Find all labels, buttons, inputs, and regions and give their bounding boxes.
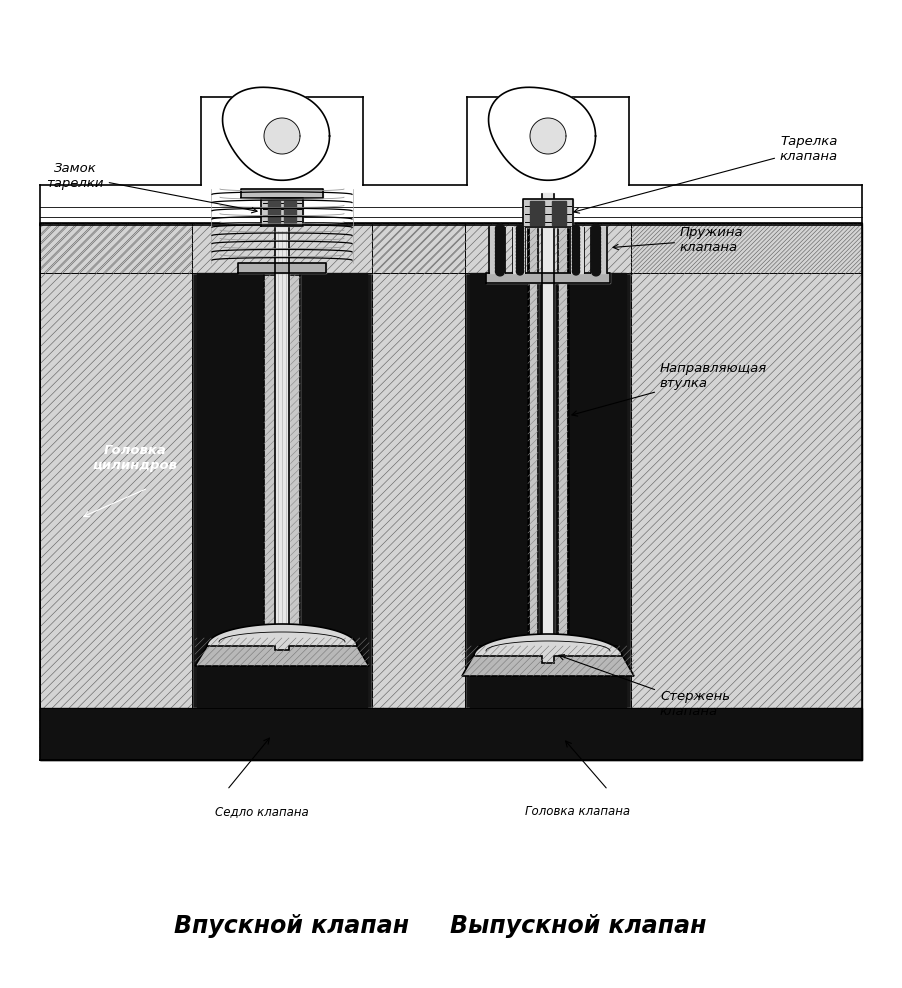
Circle shape — [516, 245, 523, 252]
Text: Впускной клапан: Впускной клапан — [174, 914, 410, 938]
Circle shape — [572, 251, 579, 259]
Circle shape — [591, 240, 600, 250]
Circle shape — [572, 261, 579, 269]
Circle shape — [495, 244, 504, 253]
Polygon shape — [462, 646, 633, 676]
Polygon shape — [571, 227, 582, 273]
Circle shape — [591, 247, 600, 256]
Circle shape — [516, 258, 523, 265]
Circle shape — [495, 250, 504, 260]
Circle shape — [495, 254, 504, 263]
Circle shape — [516, 231, 523, 239]
Polygon shape — [630, 223, 861, 760]
Circle shape — [495, 234, 504, 243]
Circle shape — [495, 260, 504, 270]
Circle shape — [495, 247, 504, 256]
Circle shape — [572, 225, 579, 232]
Circle shape — [495, 267, 504, 276]
Polygon shape — [529, 201, 543, 225]
Polygon shape — [197, 273, 366, 708]
Text: Тарелка
клапана: Тарелка клапана — [574, 135, 837, 213]
Circle shape — [591, 250, 600, 260]
Circle shape — [572, 238, 579, 245]
Polygon shape — [40, 223, 861, 273]
Circle shape — [591, 254, 600, 263]
Polygon shape — [528, 227, 538, 645]
Polygon shape — [275, 226, 289, 650]
Circle shape — [591, 234, 600, 243]
Circle shape — [591, 267, 600, 276]
Circle shape — [516, 241, 523, 249]
Circle shape — [572, 245, 579, 252]
Circle shape — [516, 261, 523, 269]
Polygon shape — [372, 223, 465, 760]
Circle shape — [591, 264, 600, 273]
Circle shape — [591, 231, 600, 240]
Circle shape — [516, 238, 523, 245]
Circle shape — [591, 224, 600, 233]
Polygon shape — [541, 193, 554, 663]
Text: Седло клапана: Седло клапана — [215, 805, 308, 818]
Polygon shape — [241, 189, 323, 198]
Circle shape — [572, 228, 579, 235]
Polygon shape — [522, 199, 573, 227]
Text: Головка клапана: Головка клапана — [525, 805, 630, 818]
Circle shape — [516, 235, 523, 242]
Text: Выпускной клапан: Выпускной клапан — [449, 914, 705, 938]
Polygon shape — [485, 273, 610, 283]
Text: Замок
тарелки: Замок тарелки — [46, 162, 257, 212]
Circle shape — [495, 264, 504, 273]
Circle shape — [495, 224, 504, 233]
Polygon shape — [263, 118, 299, 154]
Polygon shape — [490, 227, 504, 273]
Polygon shape — [529, 118, 566, 154]
Polygon shape — [207, 624, 356, 650]
Circle shape — [495, 237, 504, 246]
Polygon shape — [551, 201, 566, 225]
Circle shape — [495, 231, 504, 240]
Text: Пружина
клапана: Пружина клапана — [612, 226, 743, 254]
Polygon shape — [268, 201, 280, 223]
Circle shape — [495, 227, 504, 236]
Polygon shape — [40, 223, 861, 760]
Circle shape — [591, 260, 600, 270]
Polygon shape — [289, 275, 299, 630]
Polygon shape — [238, 263, 326, 273]
Circle shape — [516, 251, 523, 259]
Circle shape — [516, 268, 523, 275]
Circle shape — [572, 231, 579, 239]
Polygon shape — [40, 708, 861, 760]
Text: Направляющая
втулка: Направляющая втулка — [571, 362, 767, 416]
Circle shape — [572, 268, 579, 275]
Polygon shape — [40, 708, 861, 760]
Circle shape — [516, 225, 523, 232]
Circle shape — [572, 241, 579, 249]
Polygon shape — [40, 223, 192, 760]
Circle shape — [572, 258, 579, 265]
Circle shape — [591, 257, 600, 266]
Circle shape — [572, 235, 579, 242]
Circle shape — [516, 248, 523, 255]
Polygon shape — [284, 201, 296, 223]
Polygon shape — [261, 198, 303, 226]
Text: Головка
цилиндров: Головка цилиндров — [92, 444, 178, 472]
Circle shape — [516, 228, 523, 235]
Polygon shape — [557, 227, 567, 645]
Polygon shape — [40, 92, 861, 225]
Polygon shape — [591, 227, 605, 273]
Circle shape — [591, 244, 600, 253]
Polygon shape — [474, 634, 621, 663]
Circle shape — [591, 227, 600, 236]
Polygon shape — [512, 227, 524, 273]
Polygon shape — [222, 87, 329, 180]
Text: Стержень
клапана: Стержень клапана — [558, 655, 729, 718]
Circle shape — [591, 237, 600, 246]
Polygon shape — [469, 273, 625, 708]
Circle shape — [516, 265, 523, 272]
Polygon shape — [263, 275, 275, 630]
Circle shape — [572, 248, 579, 255]
Circle shape — [572, 265, 579, 272]
Polygon shape — [195, 638, 369, 666]
Circle shape — [495, 257, 504, 266]
